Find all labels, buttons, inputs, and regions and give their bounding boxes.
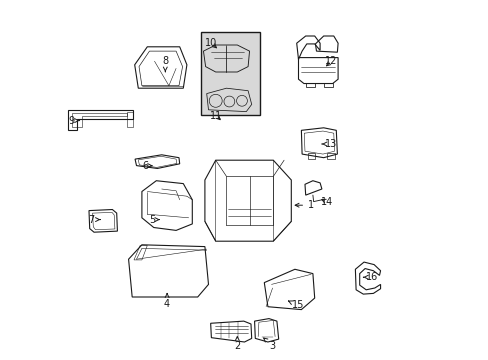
Text: 13: 13	[321, 139, 336, 149]
Text: 16: 16	[363, 272, 378, 282]
Text: 10: 10	[205, 38, 217, 48]
Text: 12: 12	[325, 56, 337, 66]
Text: 4: 4	[163, 293, 170, 309]
Text: 5: 5	[149, 215, 159, 225]
Text: 6: 6	[142, 161, 151, 171]
Text: 2: 2	[234, 337, 240, 351]
Text: 3: 3	[263, 338, 275, 351]
Text: 15: 15	[288, 300, 304, 310]
Text: 14: 14	[320, 197, 332, 207]
Text: 7: 7	[88, 215, 100, 225]
Text: 1: 1	[295, 200, 313, 210]
Text: 11: 11	[210, 111, 222, 121]
Text: 8: 8	[162, 56, 168, 72]
Text: 9: 9	[68, 116, 80, 126]
Bar	[200, 32, 260, 115]
